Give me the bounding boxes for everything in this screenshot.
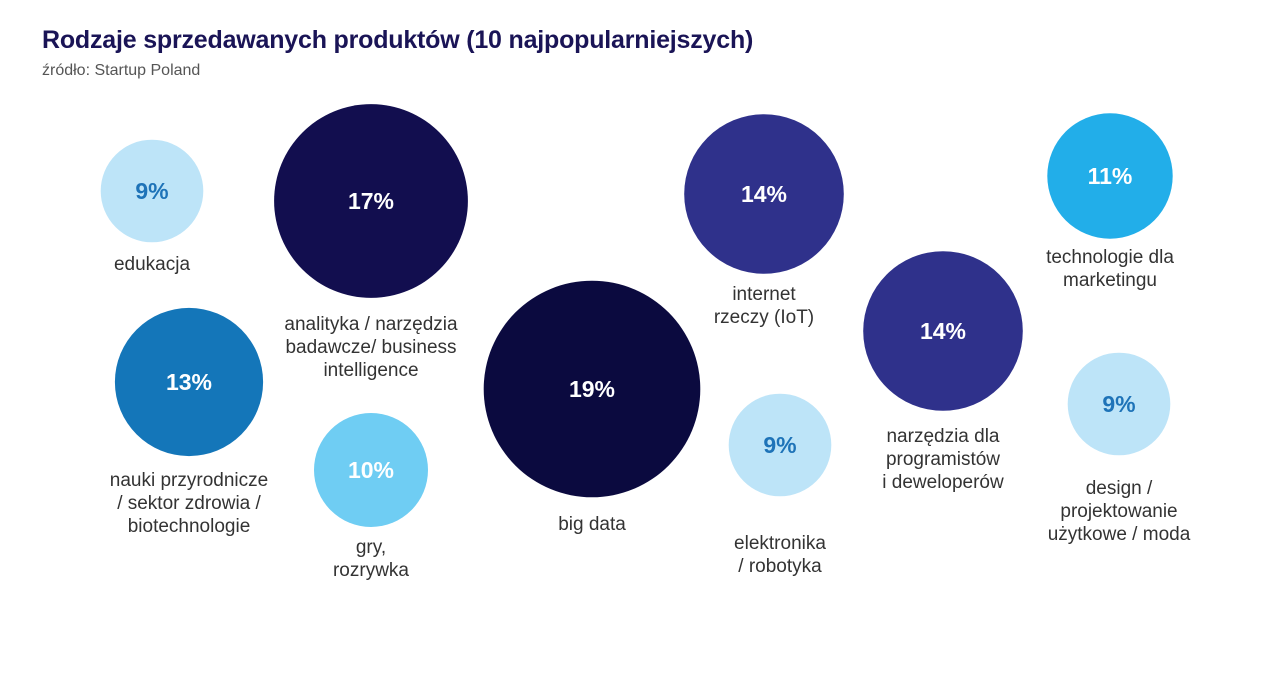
bubble-group: 9% edukacja <box>100 139 204 275</box>
bubble-category-label: rzeczy (IoT) <box>714 307 814 328</box>
bubble-category-label: i deweloperów <box>882 472 1004 493</box>
bubble <box>314 413 428 527</box>
bubble-category-label: nauki przyrodnicze <box>110 470 268 491</box>
bubble <box>114 307 264 457</box>
bubble-group: 13% nauki przyrodnicze/ sektor zdrowia /b… <box>110 307 268 537</box>
bubble-value-label: 9% <box>763 432 796 458</box>
bubble-category-label: design / <box>1086 478 1153 499</box>
bubble <box>100 139 204 243</box>
bubble-category-label: badawcze/ business <box>285 337 456 358</box>
bubble-group: 9% elektronika/ robotyka <box>728 393 832 577</box>
bubble-category-label: użytkowe / moda <box>1048 524 1191 545</box>
bubble-value-label: 9% <box>135 178 168 204</box>
bubble <box>274 104 468 298</box>
bubble-value-label: 14% <box>741 181 787 207</box>
bubble-group: 19% big data <box>483 280 701 535</box>
bubble-group: 10% gry,rozrywka <box>314 413 428 581</box>
bubble-category-label: big data <box>558 514 626 535</box>
bubble-category-label: edukacja <box>114 254 190 275</box>
bubble <box>863 251 1023 411</box>
bubble-category-label: / sektor zdrowia / <box>117 493 261 514</box>
bubble-category-label: elektronika <box>734 533 826 554</box>
bubble-category-label: / robotyka <box>738 556 822 577</box>
bubble-category-label: marketingu <box>1063 270 1157 291</box>
bubble-value-label: 19% <box>569 376 615 402</box>
bubble <box>1047 113 1173 239</box>
chart-title: Rodzaje sprzedawanych produktów (10 najp… <box>42 26 754 54</box>
bubble-value-label: 9% <box>1102 391 1135 417</box>
bubble-category-label: technologie dla <box>1046 247 1174 268</box>
bubble-value-label: 10% <box>348 457 394 483</box>
bubble-value-label: 14% <box>920 318 966 344</box>
bubble-category-label: narzędzia dla <box>886 426 999 447</box>
bubble-value-label: 13% <box>166 369 212 395</box>
bubble-value-label: 17% <box>348 188 394 214</box>
chart-source: źródło: Startup Poland <box>42 62 201 79</box>
bubble-category-label: analityka / narzędzia <box>284 314 458 335</box>
bubble-category-label: gry, <box>356 537 386 558</box>
bubble-value-label: 11% <box>1088 163 1133 189</box>
bubble <box>728 393 832 497</box>
bubble-category-label: rozrywka <box>333 560 409 581</box>
bubble <box>1067 352 1171 456</box>
bubble <box>483 280 701 498</box>
bubble-category-label: programistów <box>886 449 1000 470</box>
bubble <box>684 114 844 274</box>
bubble-category-label: biotechnologie <box>128 516 251 537</box>
bubble-category-label: internet <box>732 284 796 305</box>
bubble-category-label: intelligence <box>323 360 418 381</box>
bubble-category-label: projektowanie <box>1060 501 1177 522</box>
